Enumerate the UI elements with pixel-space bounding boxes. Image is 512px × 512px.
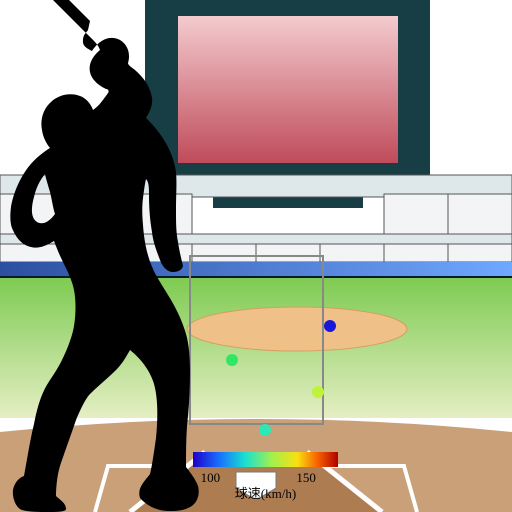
colorbar-tick-label: 150 [296, 470, 316, 485]
pitch-location-diagram: 100 150 球速(km/h) [0, 0, 512, 512]
colorbar-tick-label: 100 [201, 470, 221, 485]
pitchers-mound [187, 307, 407, 351]
scoreboard-screen [178, 16, 398, 163]
pitch-marker [312, 386, 324, 398]
pitch-marker [226, 354, 238, 366]
pitch-marker [259, 424, 271, 436]
colorbar-gradient [193, 452, 338, 467]
colorbar-label: 球速(km/h) [235, 486, 296, 501]
pitch-marker [324, 320, 336, 332]
